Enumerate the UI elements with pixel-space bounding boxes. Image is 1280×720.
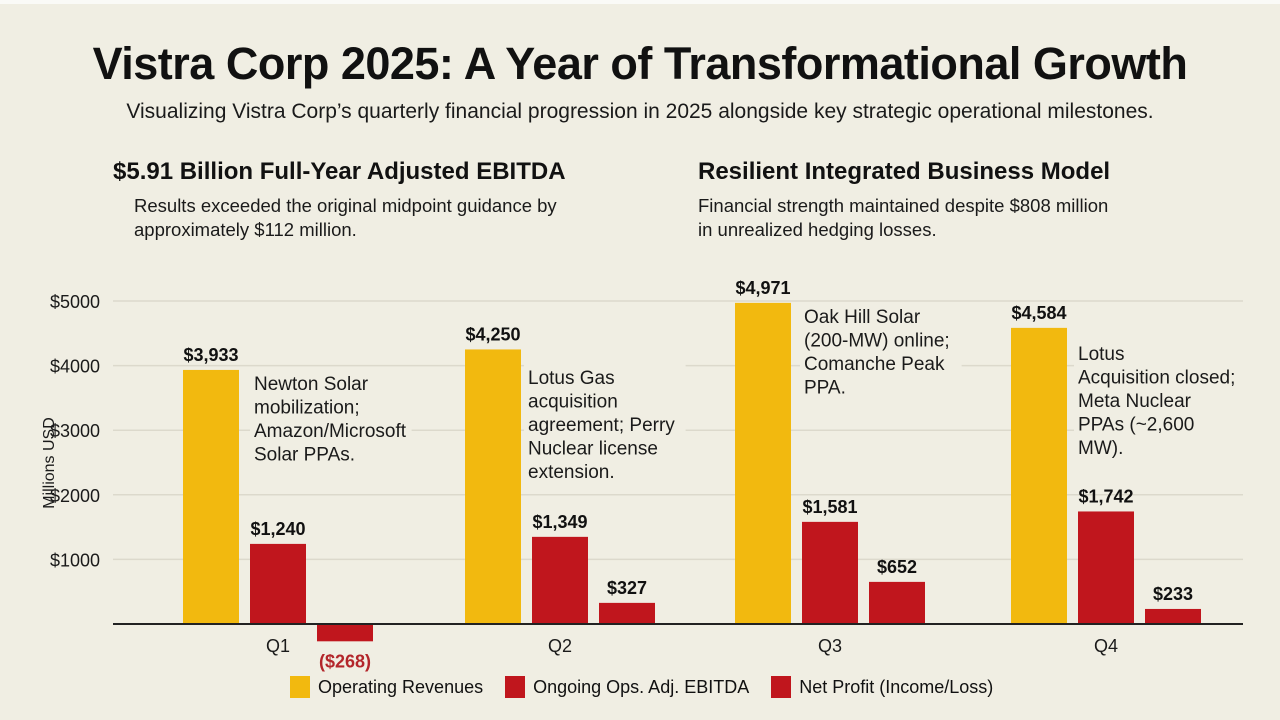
milestone-annotation: Lotus Gas [528,368,615,389]
bar-operating-revenues [735,302,791,624]
bar-net-profit-income-loss- [1145,608,1201,624]
milestone-annotation: PPA. [804,378,846,399]
bar-operating-revenues [1011,327,1067,624]
milestone-annotation: PPAs (~2,600 [1078,415,1194,436]
milestone-annotation: Nuclear license [528,439,658,460]
legend-swatch [505,676,526,698]
data-label: $4,250 [465,324,520,344]
milestone-annotation: Newton Solar [254,374,369,395]
bar-net-profit-income-loss- [317,624,373,642]
y-tick-label: $4000 [50,357,100,377]
highlight-text-line: Results exceeded the original midpoint g… [134,195,557,216]
highlight-text-line: in unrealized hedging losses. [698,219,937,240]
top-strip [0,0,1280,4]
data-label: $3,933 [183,345,238,365]
highlight-text-line: Financial strength maintained despite $8… [698,195,1109,216]
legend-item-ebitda: Ongoing Ops. Adj. EBITDA [505,676,749,698]
bar-operating-revenues [465,349,521,624]
bar-ongoing-ops-adj-ebitda [532,536,588,624]
x-tick-label: Q3 [818,636,842,656]
bar-net-profit-income-loss- [869,581,925,624]
highlight-text-line: approximately $112 million. [134,219,357,240]
annotation-background [1074,340,1265,464]
data-label: $1,349 [532,512,587,532]
highlight-text-ebitda: Results exceeded the original midpoint g… [134,194,557,242]
page-title: Vistra Corp 2025: A Year of Transformati… [92,38,1188,89]
data-label: $4,584 [1011,303,1066,323]
data-label: $327 [607,578,647,598]
legend-label: Ongoing Ops. Adj. EBITDA [533,676,750,697]
legend-label: Operating Revenues [318,676,484,697]
legend: Operating Revenues Ongoing Ops. Adj. EBI… [290,676,993,698]
bar-operating-revenues [183,369,239,624]
x-tick-label: Q1 [266,636,290,656]
milestone-annotation: (200-MW) online; [804,331,950,352]
data-label: $4,971 [735,278,790,298]
milestone-annotation: mobilization; [254,398,360,419]
annotation-background [800,303,962,403]
bar-ongoing-ops-adj-ebitda [802,521,858,624]
legend-item-revenues: Operating Revenues [290,676,483,698]
y-tick-label: $2000 [50,486,100,506]
x-tick-label: Q4 [1094,636,1118,656]
y-tick-label: $1000 [50,550,100,570]
y-tick-label: $3000 [50,421,100,441]
milestone-annotation: Comanche Peak [804,354,945,375]
bar-net-profit-income-loss- [599,602,655,624]
data-label: $1,581 [802,497,857,517]
x-tick-label: Q2 [548,636,572,656]
milestone-annotation: Oak Hill Solar [804,307,921,328]
milestone-annotation: MW). [1078,438,1123,459]
data-label: $652 [877,557,917,577]
milestone-annotation: Solar PPAs. [254,445,355,466]
milestone-annotation: Acquisition closed; [1078,368,1235,389]
highlight-heading-ebitda: $5.91 Billion Full-Year Adjusted EBITDA [113,158,566,185]
milestone-annotation: Amazon/Microsoft [254,421,407,442]
milestone-annotation: Lotus [1078,344,1124,365]
milestone-annotation: agreement; Perry [528,415,675,436]
legend-swatch [771,676,792,698]
data-label: $233 [1153,584,1193,604]
annotation-background [250,370,412,470]
highlight-text-resilient: Financial strength maintained despite $8… [698,194,1108,242]
milestone-annotation: acquisition [528,392,618,413]
bar-ongoing-ops-adj-ebitda [250,543,306,624]
y-tick-label: $5000 [50,292,100,312]
data-label: ($268) [319,651,371,671]
annotation-background [524,364,686,488]
milestone-annotation: extension. [528,462,615,483]
bar-ongoing-ops-adj-ebitda [1078,511,1134,624]
milestone-annotation: Meta Nuclear [1078,391,1192,412]
page-subtitle: Visualizing Vistra Corp’s quarterly fina… [126,100,1154,123]
data-label: $1,742 [1078,486,1133,506]
y-axis-label: Millions USD [41,417,58,509]
data-label: $1,240 [250,519,305,539]
legend-swatch [290,676,310,698]
legend-item-net-profit: Net Profit (Income/Loss) [771,676,993,698]
legend-label: Net Profit (Income/Loss) [799,676,994,697]
highlight-heading-resilient: Resilient Integrated Business Model [698,158,1111,185]
